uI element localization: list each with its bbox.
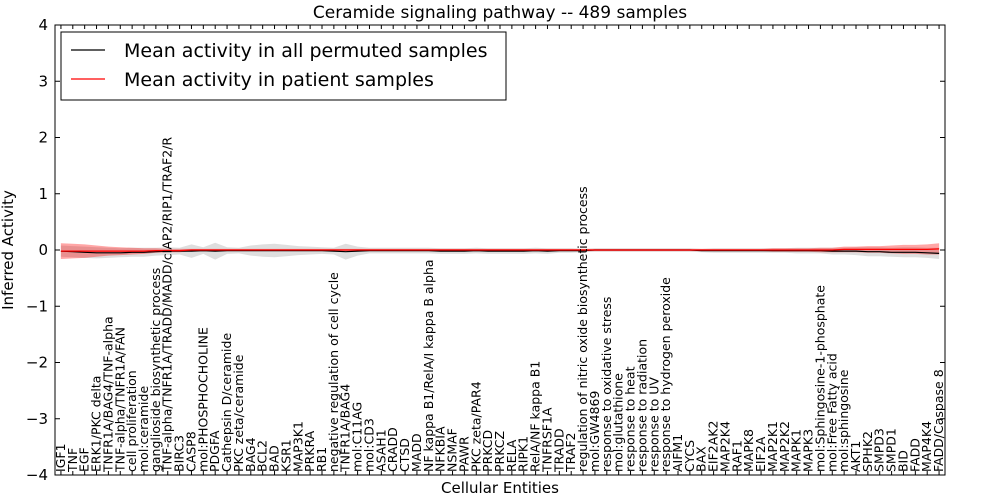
- x-tick-label: MAP2K1: [765, 421, 780, 472]
- x-tick-label: NSMAF: [445, 428, 460, 472]
- x-tick-label: response to hydrogen peroxide: [658, 277, 673, 472]
- line-series-2: [60, 248, 940, 252]
- x-tick-label: PRKRA: [302, 430, 317, 472]
- x-tick-label: Cathepsin D/ceramide: [219, 333, 234, 473]
- x-tick-label: mol:C11AG: [350, 402, 365, 472]
- x-tick-label: negative regulation of cell cycle: [326, 272, 341, 472]
- x-tick-label: RIPK1: [516, 436, 531, 472]
- x-tick-label: ASAH1: [373, 429, 388, 472]
- x-tick-label: CASP8: [184, 431, 199, 472]
- x-tick-label: SMPD1: [884, 428, 899, 472]
- x-tick-label: RelA/NF kappa B1: [528, 361, 543, 472]
- x-tick-label: CRADD: [385, 427, 400, 472]
- series-lines: [60, 248, 940, 254]
- y-axis: −4 −3 −2 −1 0 1 2 3 4: [26, 16, 945, 484]
- x-tick-label: TNFRSF1A: [540, 407, 555, 473]
- x-tick-label: RELA: [504, 439, 519, 472]
- y-tick-label: 1: [38, 185, 48, 203]
- chart-title: Ceramide signaling pathway -- 489 sample…: [313, 3, 687, 23]
- x-tick-label: response to UV: [646, 377, 661, 472]
- x-tick-label: BAG4: [243, 437, 258, 472]
- x-tick-label: mol:CD3: [362, 418, 377, 472]
- x-tick-label: MADD: [409, 433, 424, 472]
- y-tick-label: 4: [38, 16, 48, 34]
- x-tick-label: TNF-alpha/TNFR1A/FAN: [112, 327, 127, 473]
- x-tick-label: MAP3K1: [290, 421, 305, 472]
- x-tick-label: ERK1/PKC delta: [89, 376, 104, 472]
- x-tick-label: AIFM1: [670, 434, 685, 472]
- x-axis-label: Cellular Entities: [441, 479, 559, 497]
- x-tick-label: cell proliferation: [124, 370, 139, 472]
- x-tick-label: response to oxidative stress: [599, 297, 614, 472]
- x-tick-label: PRKCZ: [492, 431, 507, 472]
- x-tick-label: BIRC3: [172, 435, 187, 472]
- x-tick-label: mol:sphingosine: [836, 369, 851, 472]
- x-tick-label: response to radiation: [634, 339, 649, 472]
- x-tick-label: EIF2A: [753, 436, 768, 472]
- x-tick-label: mol:Free Fatty acid: [824, 353, 839, 472]
- x-tick-label: MAPK1: [789, 429, 804, 472]
- legend-label: Mean activity in all permuted samples: [124, 40, 487, 62]
- x-tick-label: mol:PHOSPHOCHOLINE: [195, 327, 210, 472]
- x-tick-label: PRKCD: [480, 430, 495, 472]
- x-tick-label: MAP2K4: [718, 421, 733, 472]
- y-tick-label: −4: [26, 466, 48, 484]
- x-tick-label: regulation of nitric oxide biosynthetic …: [575, 186, 590, 472]
- x-tick-label: mol:GW4869: [587, 391, 602, 472]
- x-tick-label: PDGFA: [207, 430, 222, 472]
- y-tick-label: −3: [26, 410, 48, 428]
- x-tick-label: CTSD: [397, 438, 412, 472]
- x-tick-label: TNFR1A/BAG4/TNF-alpha: [100, 316, 115, 473]
- legend-box: [60, 31, 507, 101]
- x-tick-label: ganglioside biosynthetic process: [148, 268, 163, 472]
- x-tick-label: FADD: [907, 438, 922, 472]
- x-tick-label: SPHK2: [860, 431, 875, 472]
- legend: Mean activity in all permuted samples Mea…: [60, 31, 507, 101]
- x-tick-label: FADD/Caspase 8: [931, 369, 946, 472]
- x-tick-label: EIF2AK2: [706, 421, 721, 472]
- y-tick-label: −1: [26, 297, 48, 315]
- x-tick-label: TNFR1A/BAG4: [338, 384, 353, 473]
- y-axis-label: Inferred Activity: [0, 190, 17, 310]
- y-tick-label: 2: [38, 129, 48, 147]
- x-tick-label: mol:ceramide: [136, 386, 151, 472]
- x-tick-label: MAPK8: [741, 429, 756, 472]
- x-tick-label: NF kappa B1/RelA/I kappa B alpha: [421, 259, 436, 472]
- x-tick-label: RB1: [314, 447, 329, 472]
- y-tick-label: 0: [38, 241, 48, 259]
- x-tick-label: MAPK3: [801, 429, 816, 472]
- x-tick-label: mol:glutathione: [611, 373, 626, 472]
- x-tick-label: SMPD3: [872, 428, 887, 472]
- x-tick-label: TNF-alpha/TNFR1A/TRADD/MADD/cIAP2/RIP1/T…: [160, 137, 175, 473]
- legend-label: Mean activity in patient samples: [124, 69, 434, 91]
- x-tick-label: TRADD: [551, 428, 566, 473]
- x-tick-label: TRAF2: [563, 432, 578, 473]
- x-tick-label: PKC zeta/ceramide: [231, 354, 246, 472]
- x-tick-label: BID: [896, 450, 911, 472]
- x-tick-label: MAP2K2: [777, 421, 792, 472]
- x-tick-label: MAP4K4: [919, 421, 934, 472]
- x-tick-label: NFKBIA: [433, 426, 448, 472]
- x-tick-label: KSR1: [278, 439, 293, 472]
- x-tick-label: PKC zeta/PAR4: [468, 381, 483, 472]
- y-tick-label: −2: [26, 354, 48, 372]
- x-tick-label: AKT1: [848, 441, 863, 472]
- x-tick-label: BCL2: [255, 440, 270, 472]
- x-tick-label: response to heat: [623, 366, 638, 472]
- y-tick-label: 3: [38, 72, 48, 90]
- x-tick-label: RAF1: [729, 440, 744, 472]
- x-tick-label: BAX: [694, 446, 709, 472]
- x-tick-label: PAWR: [456, 436, 471, 472]
- x-tick-label: BAD: [267, 445, 282, 472]
- x-tick-label: TNF: [65, 448, 80, 473]
- x-tick-label: EGF: [77, 447, 92, 472]
- x-tick-label: mol:Sphingosine-1-phosphate: [812, 285, 827, 472]
- x-tick-label: IGF1: [53, 443, 68, 472]
- x-tick-label: CYCS: [682, 440, 697, 472]
